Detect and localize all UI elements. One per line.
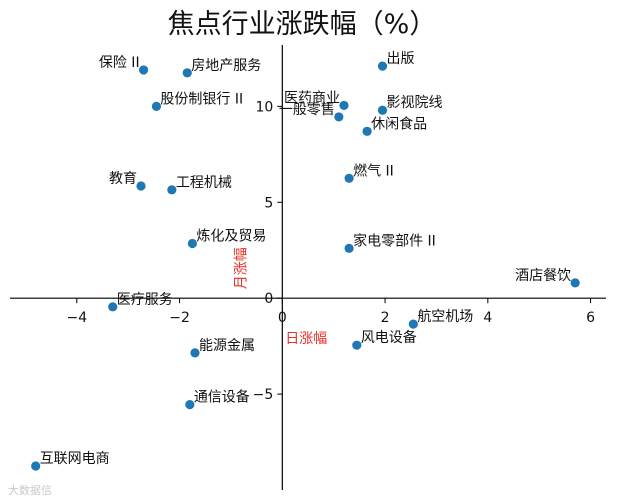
point-label: 医疗服务: [117, 292, 173, 308]
data-point: [151, 101, 162, 111]
y-tick-label: 5: [264, 195, 273, 211]
point-label: 酒店餐饮: [515, 268, 571, 284]
point-label: 保险 II: [99, 55, 140, 71]
data-point: [136, 181, 146, 191]
x-tick-label: 6: [586, 310, 595, 326]
data-point: [362, 126, 372, 136]
data-point: [187, 238, 197, 249]
axes: [10, 45, 606, 490]
point-label: 航空机场: [417, 309, 473, 325]
data-point: [352, 340, 362, 350]
x-axis-label: 日涨幅: [285, 331, 327, 347]
data-point: [190, 348, 200, 358]
point-label: 一般零售: [279, 102, 335, 118]
point-label: 通信设备: [194, 389, 250, 406]
chart-title: 焦点行业涨跌幅（%）: [168, 9, 437, 40]
point-label: 工程机械: [176, 175, 232, 191]
x-tick-label: −2: [169, 310, 190, 326]
data-point: [334, 112, 344, 122]
data-point: [138, 65, 149, 75]
data-point: [339, 100, 349, 111]
x-tick-label: −4: [66, 310, 87, 326]
data-point: [408, 319, 418, 329]
y-tick-label: −5: [253, 387, 274, 403]
point-label: 医药商业: [284, 90, 340, 106]
data-point: [570, 278, 580, 288]
point-label: 家电零部件 II: [353, 232, 436, 249]
data-point: [377, 105, 388, 115]
point-label: 燃气 II: [353, 162, 394, 179]
data-point: [344, 243, 354, 253]
point-label: 能源金属: [199, 338, 255, 354]
point-label: 影视院线: [387, 95, 443, 111]
x-tick-label: 4: [483, 310, 492, 326]
watermark-text: 大数据信: [8, 484, 52, 497]
data-point: [185, 400, 195, 410]
data-point: [31, 461, 41, 471]
point-label: 教育: [109, 171, 137, 187]
x-tick-label: 2: [381, 310, 390, 326]
point-label: 互联网电商: [40, 451, 110, 467]
data-point: [167, 185, 177, 195]
data-point: [182, 68, 192, 78]
point-label: 房地产服务: [191, 58, 261, 74]
point-label: 休闲食品: [371, 115, 427, 132]
y-axis-label: 月涨幅: [233, 247, 249, 289]
point-label: 出版: [387, 51, 415, 67]
point-label: 股份制银行 II: [160, 91, 243, 107]
x-tick-label: 0: [278, 310, 287, 326]
data-point: [377, 61, 388, 71]
axis-ticks: −4 −2 0 2 4 6 −5 0 5 10: [66, 99, 595, 403]
y-tick-label: 0: [264, 291, 273, 307]
data-point: [108, 302, 118, 312]
point-label: 风电设备: [361, 329, 417, 346]
data-point: [344, 173, 354, 183]
point-label: 炼化及贸易: [196, 229, 266, 245]
data-points: [31, 61, 580, 471]
y-tick-label: 10: [255, 99, 273, 115]
